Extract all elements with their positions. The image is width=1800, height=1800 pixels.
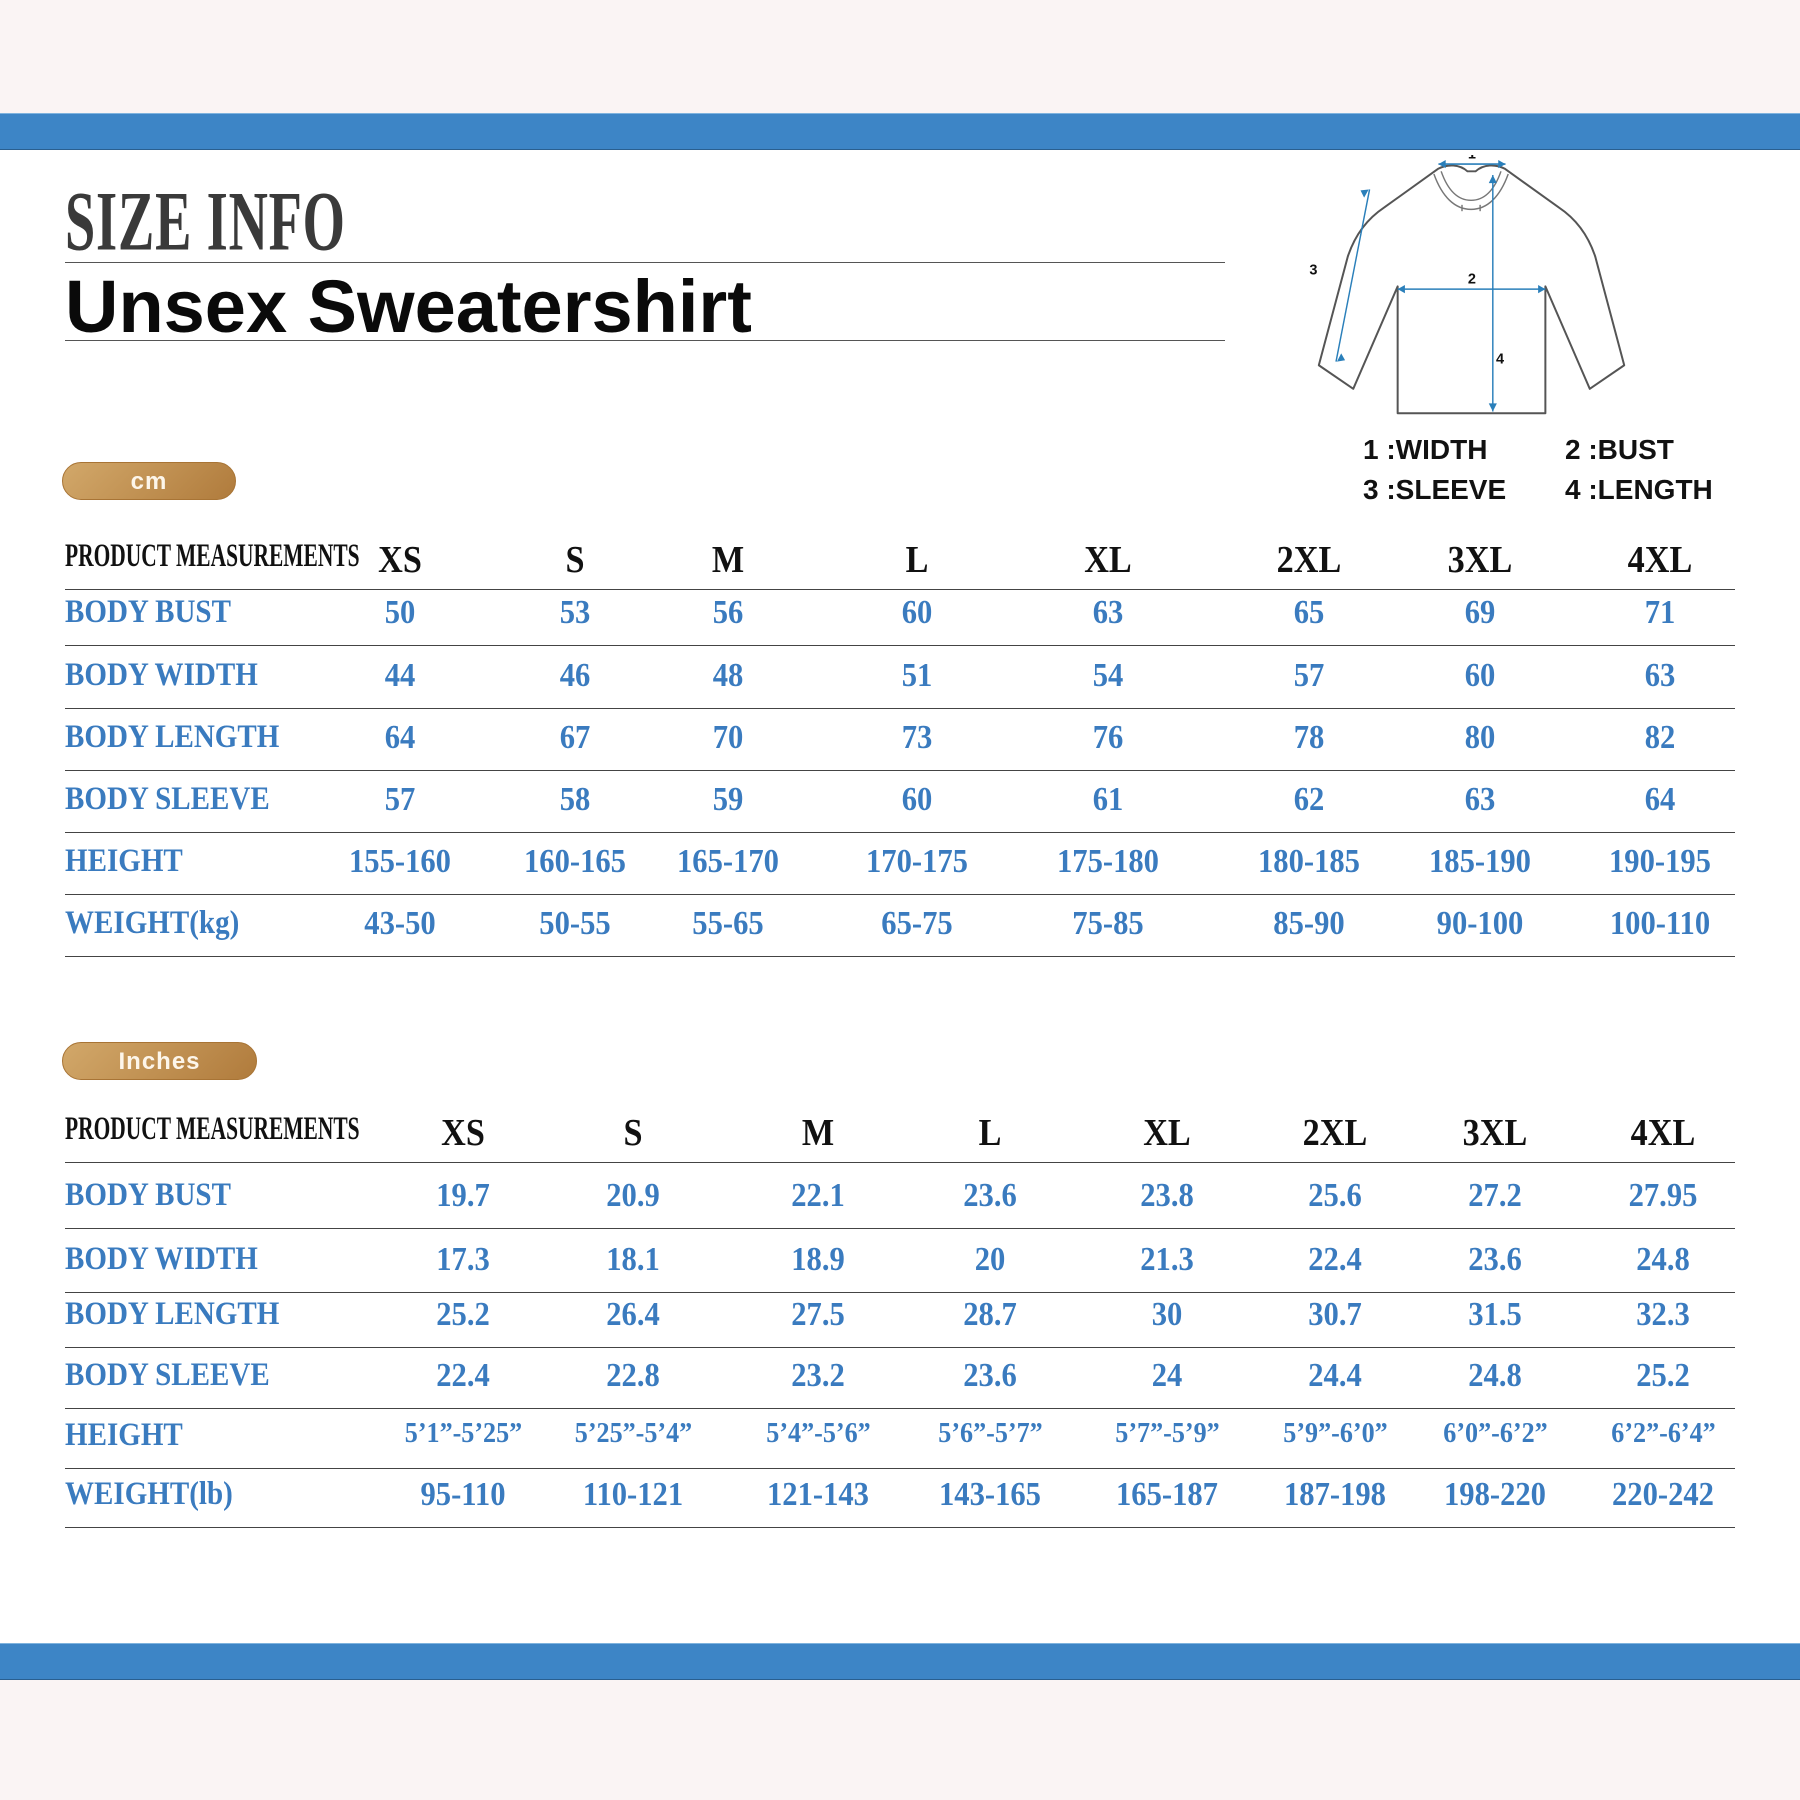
svg-text:1: 1: [1468, 155, 1476, 163]
svg-text:2: 2: [1468, 272, 1476, 288]
svg-text:3: 3: [1309, 263, 1317, 279]
svg-text:4: 4: [1496, 351, 1504, 367]
